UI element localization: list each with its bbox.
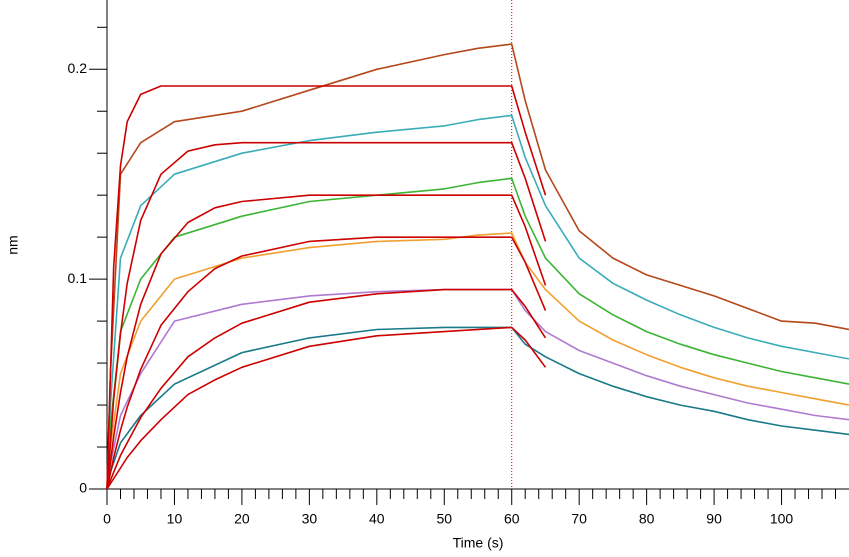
x-tick-label: 40: [369, 511, 385, 527]
series-line: [106, 326, 547, 490]
series-line: [106, 288, 849, 490]
series-line: [106, 43, 849, 490]
x-tick-label: 80: [639, 511, 655, 527]
series-line: [106, 141, 547, 490]
x-tick-label: 30: [302, 511, 318, 527]
series-line: [106, 236, 547, 490]
series-line: [106, 326, 849, 490]
series-line: [106, 232, 849, 490]
x-tick-label: 20: [234, 511, 250, 527]
series-line: [106, 177, 849, 490]
x-tick-label: 70: [571, 511, 587, 527]
x-tick-label: 50: [436, 511, 452, 527]
y-tick-label: 0.2: [68, 60, 88, 76]
y-axis-label: nm: [5, 235, 21, 254]
x-tick-label: 100: [770, 511, 794, 527]
series-line: [106, 114, 849, 490]
x-tick-label: 60: [504, 511, 520, 527]
series-line: [106, 194, 547, 490]
y-tick-label: 0: [79, 480, 87, 496]
x-tick-label: 10: [167, 511, 183, 527]
series-line: [106, 288, 547, 490]
x-axis-label: Time (s): [453, 535, 504, 551]
series-line: [106, 85, 547, 490]
x-tick-label: 0: [103, 511, 111, 527]
x-tick-label: 90: [706, 511, 722, 527]
y-tick-label: 0.1: [68, 270, 88, 286]
